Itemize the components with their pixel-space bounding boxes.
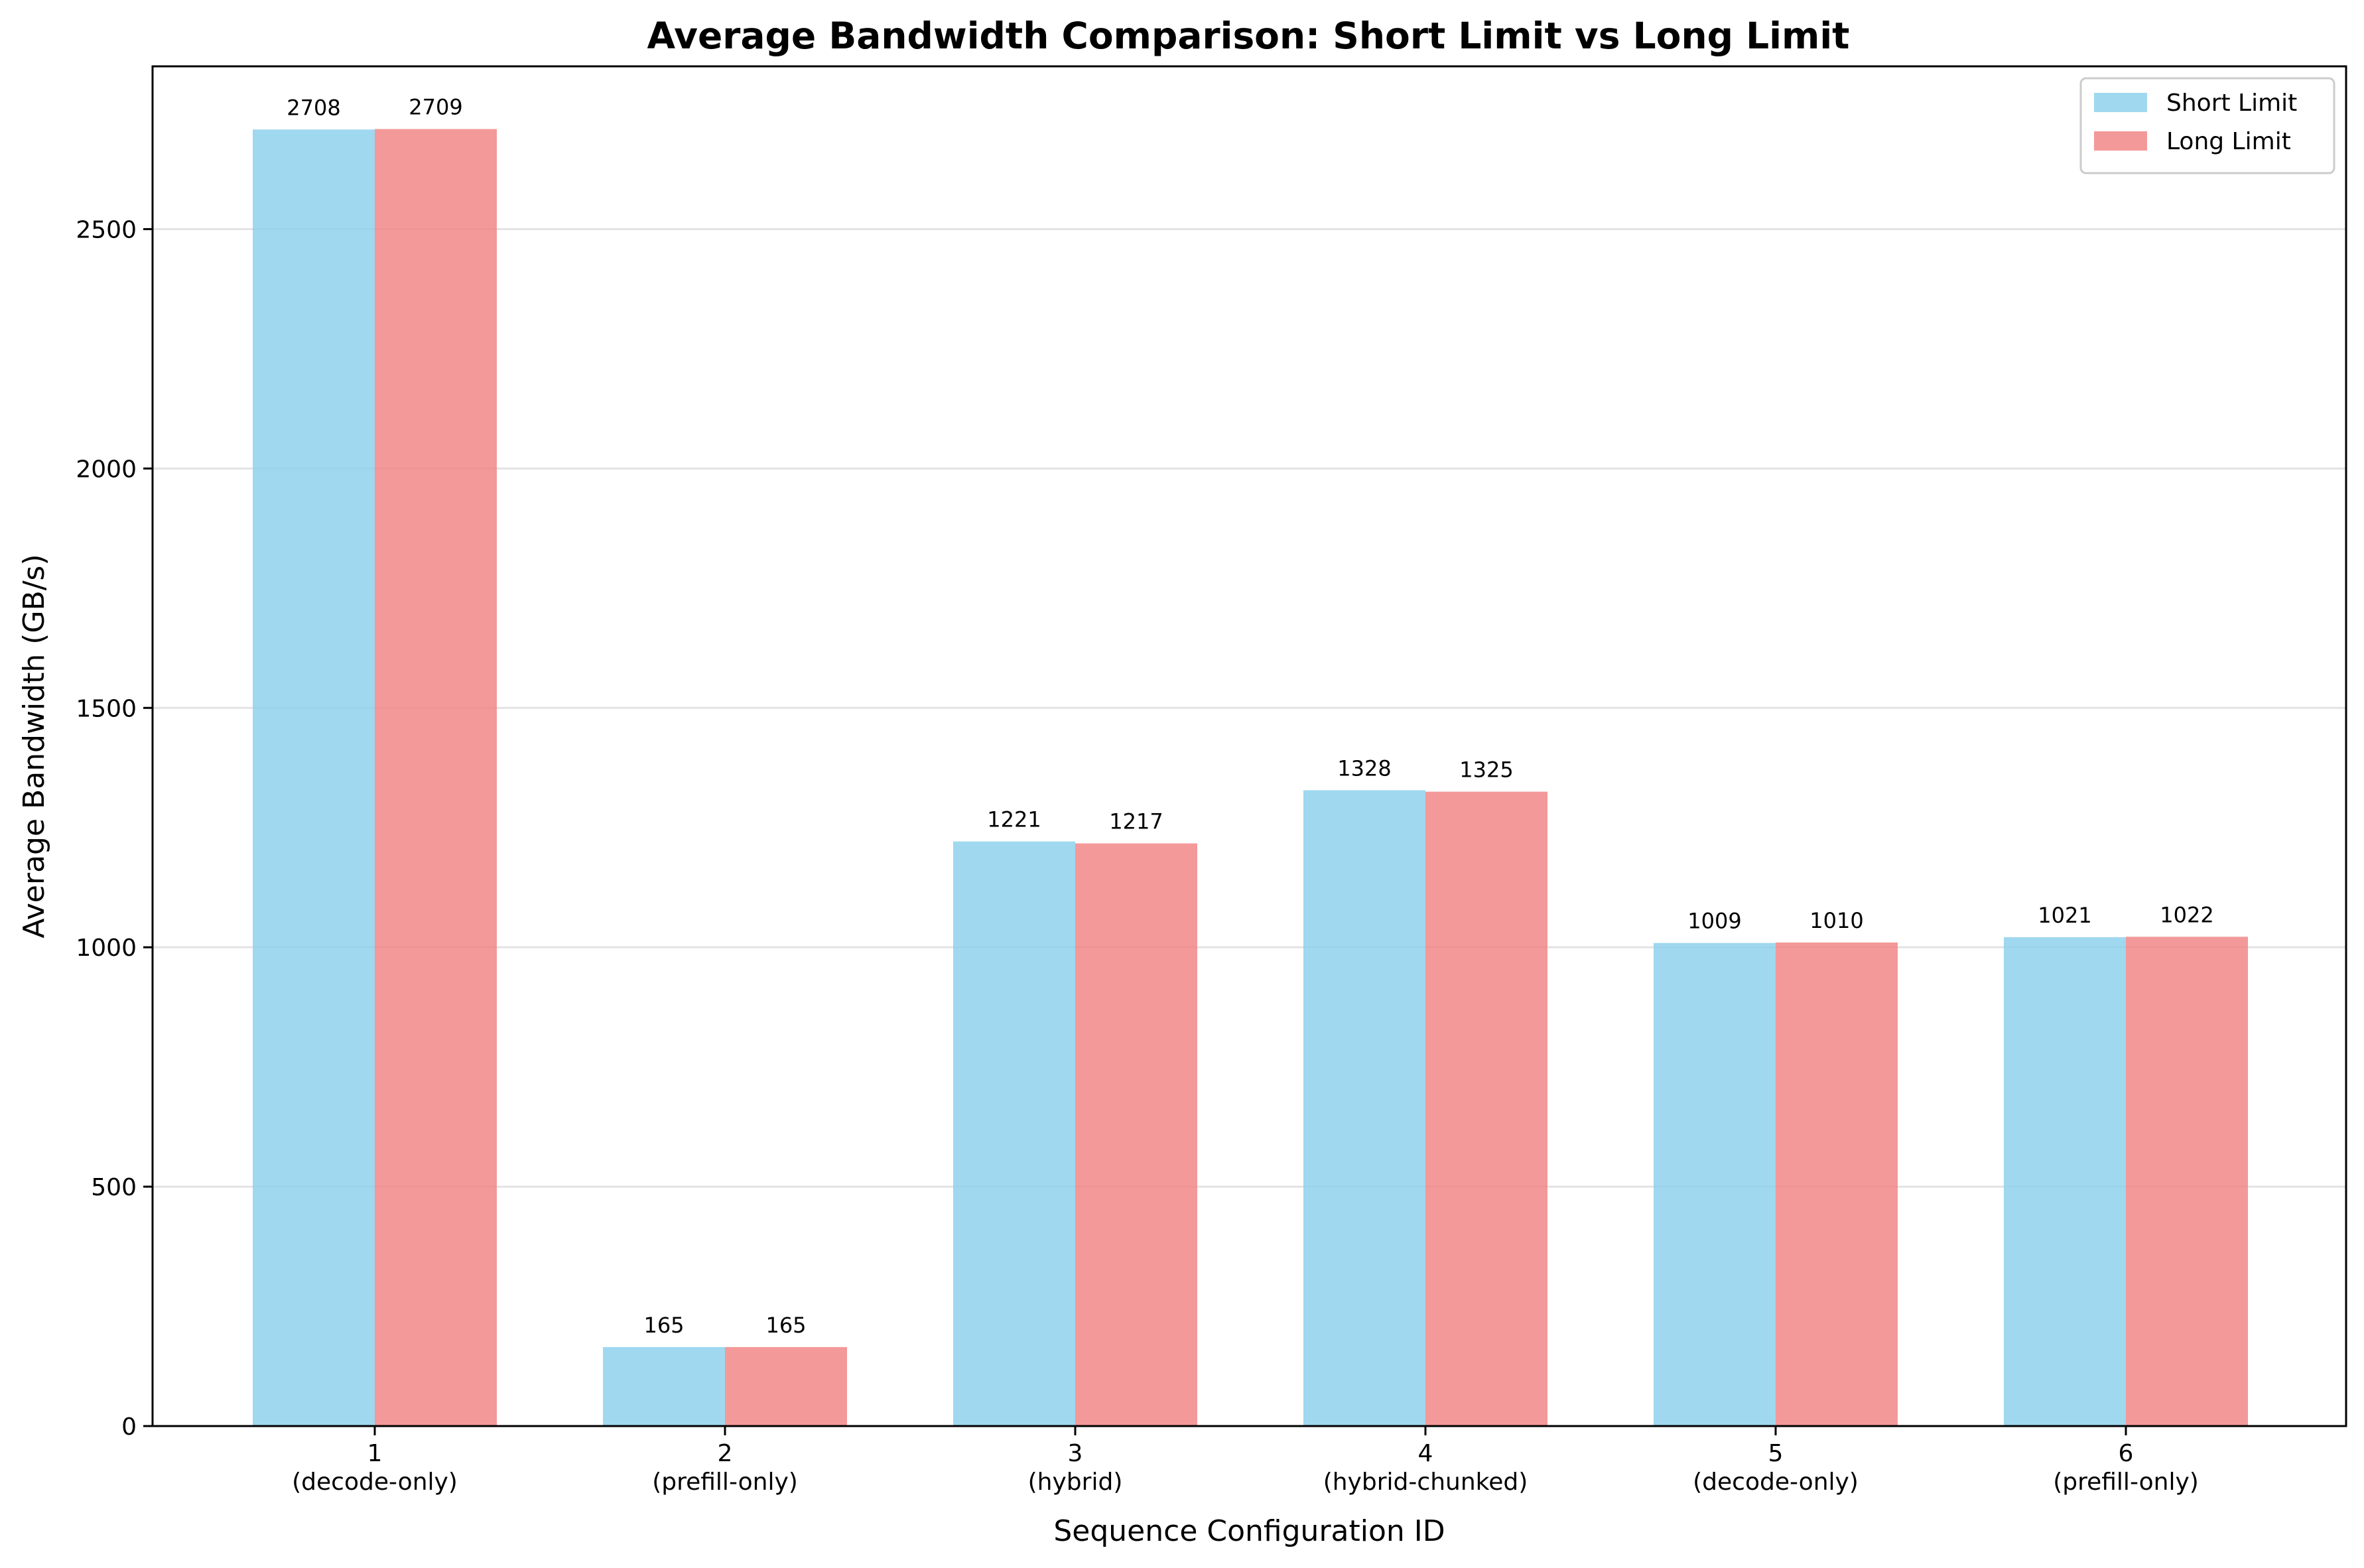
data-labels: 2708 2709 165 165 1221 1217 1328 1325 1009 1010 10… — [287, 95, 2213, 1338]
x-tick-label: 3 — [1068, 1440, 1083, 1467]
y-tick-label: 2500 — [76, 216, 137, 243]
y-axis: 0 500 1000 1500 2000 2500 — [76, 216, 153, 1441]
data-label: 2708 — [287, 95, 340, 120]
y-tick-label: 1500 — [76, 695, 137, 722]
bar-long-limit-4 — [1425, 791, 1547, 1426]
x-tick-label: 2 — [718, 1440, 733, 1467]
legend-label: Long Limit — [2166, 128, 2291, 155]
bar-long-limit-2 — [725, 1346, 847, 1426]
x-axis-label: Sequence Configuration ID — [1053, 1514, 1445, 1548]
data-label: 165 — [765, 1313, 806, 1338]
x-tick-label: 1 — [367, 1440, 383, 1467]
data-label: 1325 — [1459, 757, 1513, 783]
x-tick-sublabel: (prefill-only) — [652, 1469, 798, 1496]
data-label: 1010 — [1809, 908, 1863, 933]
data-label: 165 — [643, 1313, 684, 1338]
data-label: 1022 — [2160, 902, 2213, 927]
bar-long-limit-5 — [1776, 942, 1898, 1426]
bar-short-limit-4 — [1303, 790, 1425, 1426]
x-tick-sublabel: (hybrid) — [1028, 1469, 1123, 1496]
bar-long-limit-3 — [1075, 843, 1197, 1426]
x-tick-sublabel: (prefill-only) — [2053, 1469, 2199, 1496]
y-tick-label: 0 — [121, 1413, 137, 1441]
x-tick-label: 4 — [1418, 1440, 1433, 1467]
x-axis: 1(decode-only)2(prefill-only)3(hybrid)4(… — [292, 1426, 2199, 1496]
y-tick-label: 2000 — [76, 456, 137, 483]
bar-short-limit-2 — [603, 1346, 725, 1426]
y-axis-label: Average Bandwidth (GB/s) — [17, 554, 51, 938]
plot-frame — [151, 65, 2347, 1427]
x-tick-sublabel: (hybrid-chunked) — [1323, 1469, 1528, 1496]
legend: Short Limit Long Limit — [2079, 77, 2335, 174]
bar-short-limit-6 — [2004, 937, 2126, 1426]
grid-lines — [153, 228, 2346, 1188]
bar-long-limit-1 — [375, 129, 497, 1427]
x-tick-label: 5 — [1768, 1440, 1784, 1467]
x-tick-sublabel: (decode-only) — [1693, 1469, 1859, 1496]
data-label: 2709 — [409, 95, 462, 120]
bars — [253, 129, 2248, 1427]
y-tick-label: 500 — [91, 1174, 137, 1201]
legend-label: Short Limit — [2166, 90, 2297, 117]
data-label: 1217 — [1109, 809, 1163, 834]
bar-short-limit-1 — [253, 129, 375, 1426]
data-label: 1009 — [1687, 909, 1741, 934]
legend-swatch — [2094, 93, 2147, 112]
x-tick-label: 6 — [2119, 1440, 2134, 1467]
bar-short-limit-5 — [1654, 943, 1776, 1426]
data-label: 1328 — [1337, 755, 1391, 781]
x-tick-sublabel: (decode-only) — [292, 1469, 458, 1496]
bar-long-limit-6 — [2126, 937, 2248, 1426]
bar-short-limit-3 — [953, 841, 1075, 1426]
data-label: 1021 — [2038, 903, 2091, 928]
legend-swatch — [2094, 131, 2147, 151]
y-tick-label: 1000 — [76, 935, 137, 962]
chart-title: Average Bandwidth Comparison: Short Limi… — [647, 15, 1850, 57]
data-label: 1221 — [987, 807, 1041, 832]
